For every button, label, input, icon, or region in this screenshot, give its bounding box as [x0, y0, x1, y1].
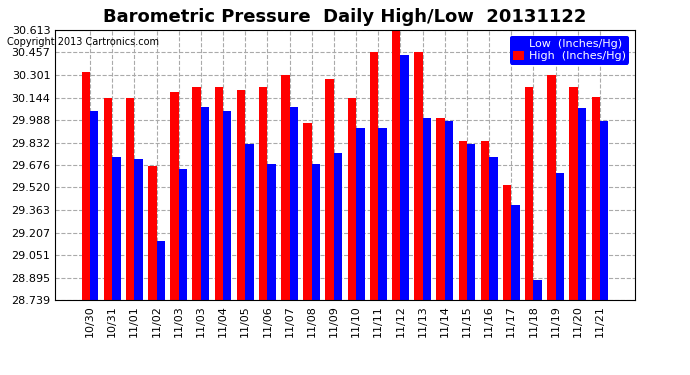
Bar	[290, 107, 298, 375]
Bar	[533, 280, 542, 375]
Bar	[459, 141, 467, 375]
Bar	[503, 184, 511, 375]
Bar	[414, 52, 422, 375]
Text: Copyright 2013 Cartronics.com: Copyright 2013 Cartronics.com	[7, 37, 159, 47]
Bar	[81, 72, 90, 375]
Bar	[104, 98, 112, 375]
Bar	[237, 90, 245, 375]
Bar	[356, 128, 364, 375]
Title: Barometric Pressure  Daily High/Low  20131122: Barometric Pressure Daily High/Low 20131…	[104, 8, 586, 26]
Bar	[334, 153, 342, 375]
Bar	[348, 98, 356, 375]
Bar	[489, 157, 497, 375]
Bar	[281, 75, 290, 375]
Legend: Low  (Inches/Hg), High  (Inches/Hg): Low (Inches/Hg), High (Inches/Hg)	[510, 36, 629, 64]
Bar	[312, 164, 320, 375]
Bar	[481, 141, 489, 375]
Bar	[215, 87, 223, 375]
Bar	[193, 87, 201, 375]
Bar	[179, 169, 187, 375]
Bar	[467, 144, 475, 375]
Bar	[135, 159, 143, 375]
Bar	[268, 164, 276, 375]
Bar	[400, 55, 409, 375]
Bar	[126, 98, 135, 375]
Bar	[223, 111, 231, 375]
Bar	[525, 87, 533, 375]
Bar	[170, 92, 179, 375]
Bar	[112, 157, 121, 375]
Bar	[326, 80, 334, 375]
Bar	[392, 27, 400, 375]
Bar	[445, 121, 453, 375]
Bar	[157, 241, 165, 375]
Bar	[578, 108, 586, 375]
Bar	[547, 75, 555, 375]
Bar	[555, 173, 564, 375]
Bar	[245, 144, 254, 375]
Bar	[378, 128, 386, 375]
Bar	[569, 87, 578, 375]
Bar	[511, 205, 520, 375]
Bar	[90, 111, 99, 375]
Bar	[422, 118, 431, 375]
Bar	[304, 123, 312, 375]
Bar	[259, 87, 268, 375]
Bar	[436, 118, 445, 375]
Bar	[148, 166, 157, 375]
Bar	[600, 121, 609, 375]
Bar	[591, 97, 600, 375]
Bar	[370, 52, 378, 375]
Bar	[201, 107, 209, 375]
